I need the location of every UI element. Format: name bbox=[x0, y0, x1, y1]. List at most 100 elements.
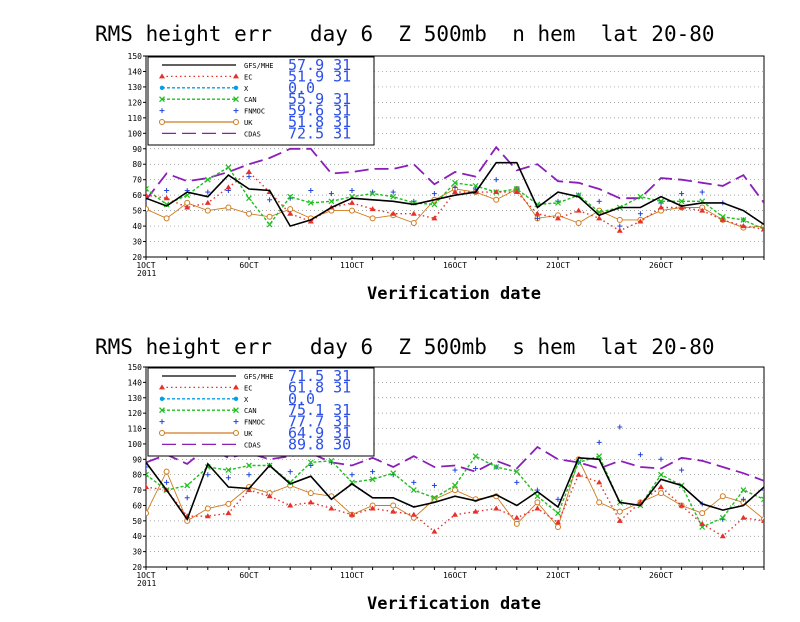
legend-value: 51.8 31 bbox=[288, 113, 351, 131]
data-point bbox=[534, 215, 540, 221]
data-point bbox=[616, 508, 623, 515]
data-point bbox=[452, 511, 458, 517]
legend-entry: CDAS 89.8 30 bbox=[162, 435, 351, 453]
series-line bbox=[146, 445, 764, 482]
y-tick-label: 20 bbox=[132, 563, 142, 572]
legend-marker bbox=[159, 430, 165, 436]
legend-entry: EC 61.8 31 bbox=[159, 378, 351, 396]
data-point bbox=[410, 487, 417, 494]
data-point bbox=[493, 177, 499, 183]
data-point bbox=[410, 210, 417, 216]
data-point bbox=[146, 484, 149, 489]
x-tick-label: 6OCT bbox=[239, 261, 258, 270]
data-point bbox=[349, 199, 355, 205]
data-point bbox=[328, 505, 335, 511]
data-point bbox=[740, 496, 746, 502]
data-point bbox=[678, 502, 685, 508]
data-point bbox=[637, 193, 644, 200]
data-point bbox=[699, 189, 705, 195]
data-point bbox=[658, 456, 664, 462]
data-point bbox=[266, 493, 273, 499]
legend-marker bbox=[233, 384, 239, 390]
legend-entry: CDAS 72.5 31 bbox=[162, 124, 351, 142]
data-point bbox=[452, 179, 458, 186]
x-stroke bbox=[410, 487, 417, 494]
x-stroke bbox=[369, 190, 376, 197]
legend-entry: EC 51.9 31 bbox=[159, 67, 351, 85]
data-point bbox=[328, 191, 334, 197]
x-tick-label: 21OCT bbox=[546, 261, 570, 270]
data-point bbox=[246, 174, 252, 180]
data-point bbox=[225, 500, 232, 507]
data-point bbox=[617, 424, 623, 430]
x-stroke bbox=[146, 473, 149, 478]
data-point bbox=[472, 182, 479, 189]
x-stroke bbox=[184, 482, 191, 489]
x-stroke bbox=[555, 510, 561, 517]
series-group bbox=[146, 424, 764, 539]
data-point bbox=[493, 505, 500, 511]
legend-value: 72.5 31 bbox=[288, 124, 351, 142]
data-point bbox=[349, 511, 355, 517]
x-stroke bbox=[204, 176, 211, 183]
data-point bbox=[534, 505, 541, 511]
legend-entry: CAN 55.9 31 bbox=[159, 90, 351, 108]
series-cdas bbox=[146, 145, 764, 204]
y-tick-label: 120 bbox=[128, 98, 143, 107]
data-point bbox=[246, 487, 252, 493]
x-tick-label: 1OCT bbox=[136, 571, 155, 580]
y-tick-label: 60 bbox=[132, 501, 142, 510]
legend-entry: X 0.0 bbox=[159, 390, 315, 408]
legend-value: 51.9 31 bbox=[288, 67, 351, 85]
x-axis-label: Verification date bbox=[367, 594, 541, 614]
x-stroke bbox=[761, 498, 764, 503]
data-point bbox=[225, 475, 231, 481]
x-stroke bbox=[159, 407, 165, 414]
x-stroke bbox=[328, 457, 335, 464]
data-point bbox=[307, 459, 314, 466]
y-tick-label: 120 bbox=[128, 409, 143, 418]
legend-label: UK bbox=[244, 119, 253, 127]
y-tick-label: 130 bbox=[128, 394, 143, 403]
data-point bbox=[534, 499, 541, 506]
x-stroke bbox=[225, 467, 232, 474]
data-point bbox=[390, 502, 397, 509]
data-point bbox=[575, 207, 582, 213]
data-point bbox=[513, 514, 520, 520]
data-point bbox=[493, 189, 500, 195]
data-point bbox=[328, 457, 335, 464]
data-point bbox=[575, 219, 582, 226]
legend-entry: FNMOC 59.6 31 bbox=[159, 102, 351, 120]
data-point bbox=[514, 479, 520, 485]
y-tick-label: 110 bbox=[128, 114, 143, 123]
data-point bbox=[146, 510, 149, 517]
legend-marker bbox=[159, 384, 165, 390]
legend-marker bbox=[233, 119, 239, 125]
data-point bbox=[307, 499, 314, 505]
legend-label: EC bbox=[244, 73, 252, 81]
y-tick-label: 20 bbox=[132, 253, 142, 262]
legend-marker bbox=[159, 419, 165, 425]
data-point bbox=[699, 520, 706, 526]
legend-label: CAN bbox=[244, 407, 257, 415]
series-gfs-mhe bbox=[146, 161, 764, 228]
data-point bbox=[431, 215, 438, 221]
x-tick-label: 11OCT bbox=[340, 261, 364, 270]
x-stroke bbox=[575, 459, 582, 466]
legend-value: 89.8 30 bbox=[288, 435, 351, 453]
data-point bbox=[146, 192, 149, 198]
x-stroke bbox=[349, 479, 355, 486]
legend-marker bbox=[233, 419, 239, 425]
y-tick-label: 140 bbox=[128, 378, 143, 387]
data-point bbox=[761, 517, 764, 523]
data-point bbox=[390, 193, 397, 200]
data-point bbox=[225, 510, 232, 516]
x-stroke bbox=[159, 96, 165, 103]
data-point bbox=[267, 197, 273, 203]
data-point bbox=[679, 467, 685, 473]
x-tick-label: 1OCT bbox=[136, 261, 155, 270]
data-point bbox=[658, 490, 664, 497]
legend-marker bbox=[159, 108, 165, 114]
x-stroke bbox=[328, 198, 335, 205]
